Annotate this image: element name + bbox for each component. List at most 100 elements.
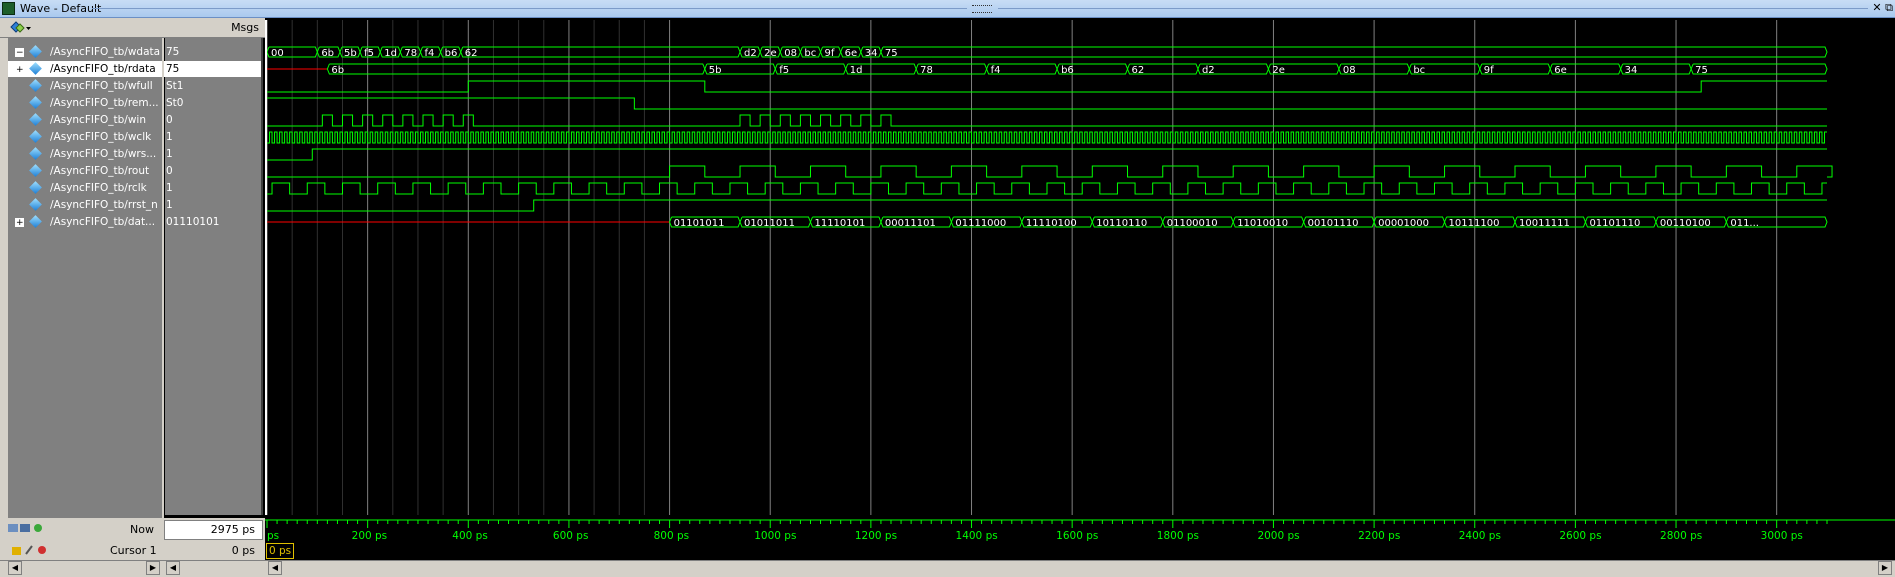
wave-window[interactable]: 00 6b 5b f5 1d 78 f4 b6 62 d2 2e 08 bc 9f 6e 34 75 6b 5b f5…	[265, 20, 1895, 515]
bus-segment	[986, 63, 1058, 75]
drag-grip-icon[interactable]	[972, 5, 992, 13]
signal-value-column	[164, 38, 263, 515]
msgs-label: Msgs	[231, 21, 259, 34]
now-tools-icon[interactable]	[8, 522, 48, 537]
bus-value-label: 9f	[825, 48, 835, 59]
name-scrollbar[interactable]	[0, 560, 164, 577]
signal-value: 75	[164, 61, 261, 77]
bus-segment	[1444, 216, 1516, 228]
cursor-time-box[interactable]: 0 ps	[266, 543, 295, 559]
signal-name: /AsyncFIFO_tb/wrs...	[50, 148, 157, 160]
undock-icon[interactable]: ⧉	[1885, 1, 1893, 14]
bus-segment	[1303, 216, 1375, 228]
window-titlebar: Wave - Default ✕ ⧉	[0, 0, 1895, 18]
value-header: Msgs	[164, 18, 265, 38]
signal-value: 1	[166, 148, 173, 160]
signal-value: 0	[166, 165, 173, 177]
signal-waveform	[267, 97, 1827, 110]
bus-segment	[1725, 216, 1828, 228]
bus-segment	[704, 63, 776, 75]
signal-name: /AsyncFIFO_tb/win	[50, 114, 147, 126]
expand-toggle-icon[interactable]: +	[15, 218, 24, 228]
wave-scrollbar[interactable]	[265, 560, 1895, 577]
wave-tool-icon[interactable]	[10, 21, 31, 34]
now-row: Now 2975 ps	[0, 520, 265, 540]
signal-row[interactable]: /AsyncFIFO_tb/rclk	[8, 180, 162, 196]
time-ruler[interactable]: ps 200 ps 400 ps 600 ps 800 ps 1000 ps 1200 ps…	[265, 518, 1895, 560]
signal-name: /AsyncFIFO_tb/rout	[50, 165, 150, 177]
bus-segment	[1408, 63, 1481, 75]
bus-segment	[339, 46, 361, 58]
signal-row[interactable]: /AsyncFIFO_tb/wrs...	[8, 146, 162, 162]
bus-value-label: 78	[404, 48, 417, 59]
expand-toggle-icon[interactable]: +	[15, 65, 24, 75]
titlebar-rule	[998, 8, 1868, 9]
signal-row[interactable]: /AsyncFIFO_tb/rout	[8, 163, 162, 179]
close-icon[interactable]: ✕	[1872, 1, 1882, 14]
signal-row[interactable]: + /AsyncFIFO_tb/dat...	[8, 214, 162, 230]
signal-row[interactable]: /AsyncFIFO_tb/wclk	[8, 129, 162, 145]
bus-value-label: f5	[364, 48, 374, 59]
bus-value-label: 62	[1132, 65, 1145, 76]
signal-waveform	[267, 182, 1827, 195]
signal-waveform	[267, 80, 1827, 93]
signal-row[interactable]: /AsyncFIFO_tb/wfull	[8, 78, 162, 94]
scroll-right-icon[interactable]: ▶	[1878, 561, 1892, 575]
bus-value-label: 5b	[709, 65, 722, 76]
bus-segment	[316, 46, 341, 58]
signal-name: /AsyncFIFO_tb/rdata	[50, 63, 156, 75]
bus-value-label: 00101110	[1308, 218, 1359, 229]
bus-value-label: 34	[1625, 65, 1638, 76]
bus-value-label: 2e	[1272, 65, 1285, 76]
bus-value-label: 11010010	[1237, 218, 1288, 229]
signal-row[interactable]: /AsyncFIFO_tb/rem...	[8, 95, 162, 111]
bus-segment	[840, 46, 862, 58]
value-scrollbar[interactable]	[164, 560, 265, 577]
bus-value-label: 00110100	[1660, 218, 1711, 229]
bus-segment	[1584, 216, 1657, 228]
signal-row[interactable]: + /AsyncFIFO_tb/rdata	[8, 61, 162, 77]
signal-name: /AsyncFIFO_tb/wdata	[50, 46, 161, 58]
scroll-left-icon[interactable]: ◀	[166, 561, 180, 575]
bus-value-label: 08	[784, 48, 797, 59]
signal-name: /AsyncFIFO_tb/dat...	[50, 216, 156, 228]
bus-value-label: f4	[991, 65, 1001, 76]
signal-row[interactable]: /AsyncFIFO_tb/rrst_n	[8, 197, 162, 213]
ruler-tick-label: 600 ps	[553, 530, 589, 542]
signal-icon	[29, 62, 42, 75]
signal-waveform	[267, 148, 1827, 161]
bus-segment	[880, 46, 1828, 58]
bus-value-label: 5b	[344, 48, 357, 59]
bus-value-label: 6e	[1554, 65, 1567, 76]
signal-icon	[29, 45, 42, 58]
bus-value-label: 6b	[321, 48, 334, 59]
bus-value-label: 6b	[331, 65, 344, 76]
bus-segment	[779, 46, 801, 58]
expand-toggle-icon[interactable]: −	[15, 48, 24, 58]
bus-segment	[359, 46, 381, 58]
bus-segment	[1338, 63, 1410, 75]
scroll-right-icon[interactable]: ▶	[146, 561, 160, 575]
ruler-tick-label: 1200 ps	[855, 530, 897, 542]
scroll-left-icon[interactable]: ◀	[268, 561, 282, 575]
bus-value-label: b6	[1061, 65, 1074, 76]
bus-segment	[799, 46, 822, 58]
bus-segment	[1267, 63, 1340, 75]
signal-row[interactable]: /AsyncFIFO_tb/win	[8, 112, 162, 128]
signal-name: /AsyncFIFO_tb/wclk	[50, 131, 152, 143]
signal-value: 1	[166, 131, 173, 143]
ruler-tick-label: 2400 ps	[1459, 530, 1501, 542]
signal-row[interactable]: − /AsyncFIFO_tb/wdata	[8, 44, 162, 60]
scroll-left-icon[interactable]: ◀	[8, 561, 22, 575]
bus-value-label: 00	[271, 48, 284, 59]
bus-value-label: 10111100	[1449, 218, 1500, 229]
cursor-tools-icon[interactable]	[12, 544, 52, 559]
signal-waveform	[267, 131, 1827, 144]
bus-segment	[1514, 216, 1586, 228]
bus-segment	[1056, 63, 1129, 75]
cursor-row[interactable]: Cursor 1 0 ps	[0, 542, 265, 560]
bus-value-label: 08	[1343, 65, 1356, 76]
bus-segment	[266, 46, 318, 58]
ruler-tick-label: 2800 ps	[1660, 530, 1702, 542]
